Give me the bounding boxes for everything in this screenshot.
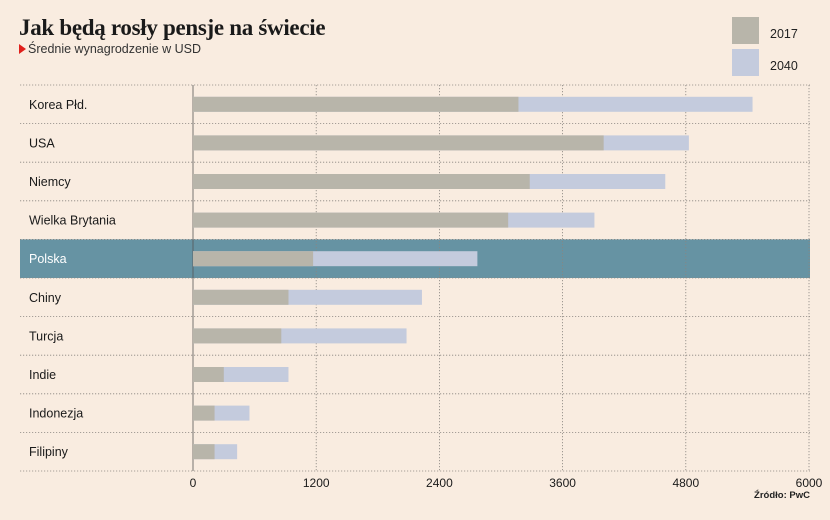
legend-label-2040: 2040 <box>770 59 798 73</box>
category-label: Filipiny <box>29 445 69 459</box>
chart-title: Jak będą rosły pensje na świecie <box>19 15 326 40</box>
bar-2017 <box>193 135 604 151</box>
bar-2017 <box>193 367 224 382</box>
category-label: Turcja <box>29 329 63 343</box>
bar-2017 <box>193 289 289 305</box>
x-tick-label: 1200 <box>303 476 330 490</box>
bar-2017 <box>193 212 509 228</box>
x-tick-label: 6000 <box>796 476 823 490</box>
category-label: Korea Płd. <box>29 98 87 112</box>
bar-2017 <box>193 251 314 267</box>
x-tick-label: 0 <box>190 476 197 490</box>
source-note: Źródło: PwC <box>754 490 810 501</box>
category-label: Wielka Brytania <box>29 214 116 228</box>
x-tick-label: 2400 <box>426 476 453 490</box>
red-triangle-icon <box>19 44 26 54</box>
bar-2017 <box>193 444 215 460</box>
x-tick-label: 3600 <box>549 476 576 490</box>
bar-2017 <box>193 96 519 112</box>
category-label: Polska <box>29 252 67 266</box>
legend-swatch-2017 <box>732 17 759 44</box>
category-label: Niemcy <box>29 175 71 189</box>
x-tick-label: 4800 <box>672 476 699 490</box>
category-label: USA <box>29 136 55 150</box>
category-label: Indonezja <box>29 407 83 421</box>
legend-label-2017: 2017 <box>770 27 798 41</box>
legend-swatch-2040 <box>732 49 759 76</box>
bar-2017 <box>193 174 530 189</box>
bar-2017 <box>193 328 282 344</box>
bar-2017 <box>193 405 215 421</box>
category-label: Indie <box>29 368 56 382</box>
category-label: Chiny <box>29 291 62 305</box>
subtitle-text: Średnie wynagrodzenie w USD <box>28 42 202 56</box>
chart-subtitle: Średnie wynagrodzenie w USD <box>19 42 201 56</box>
